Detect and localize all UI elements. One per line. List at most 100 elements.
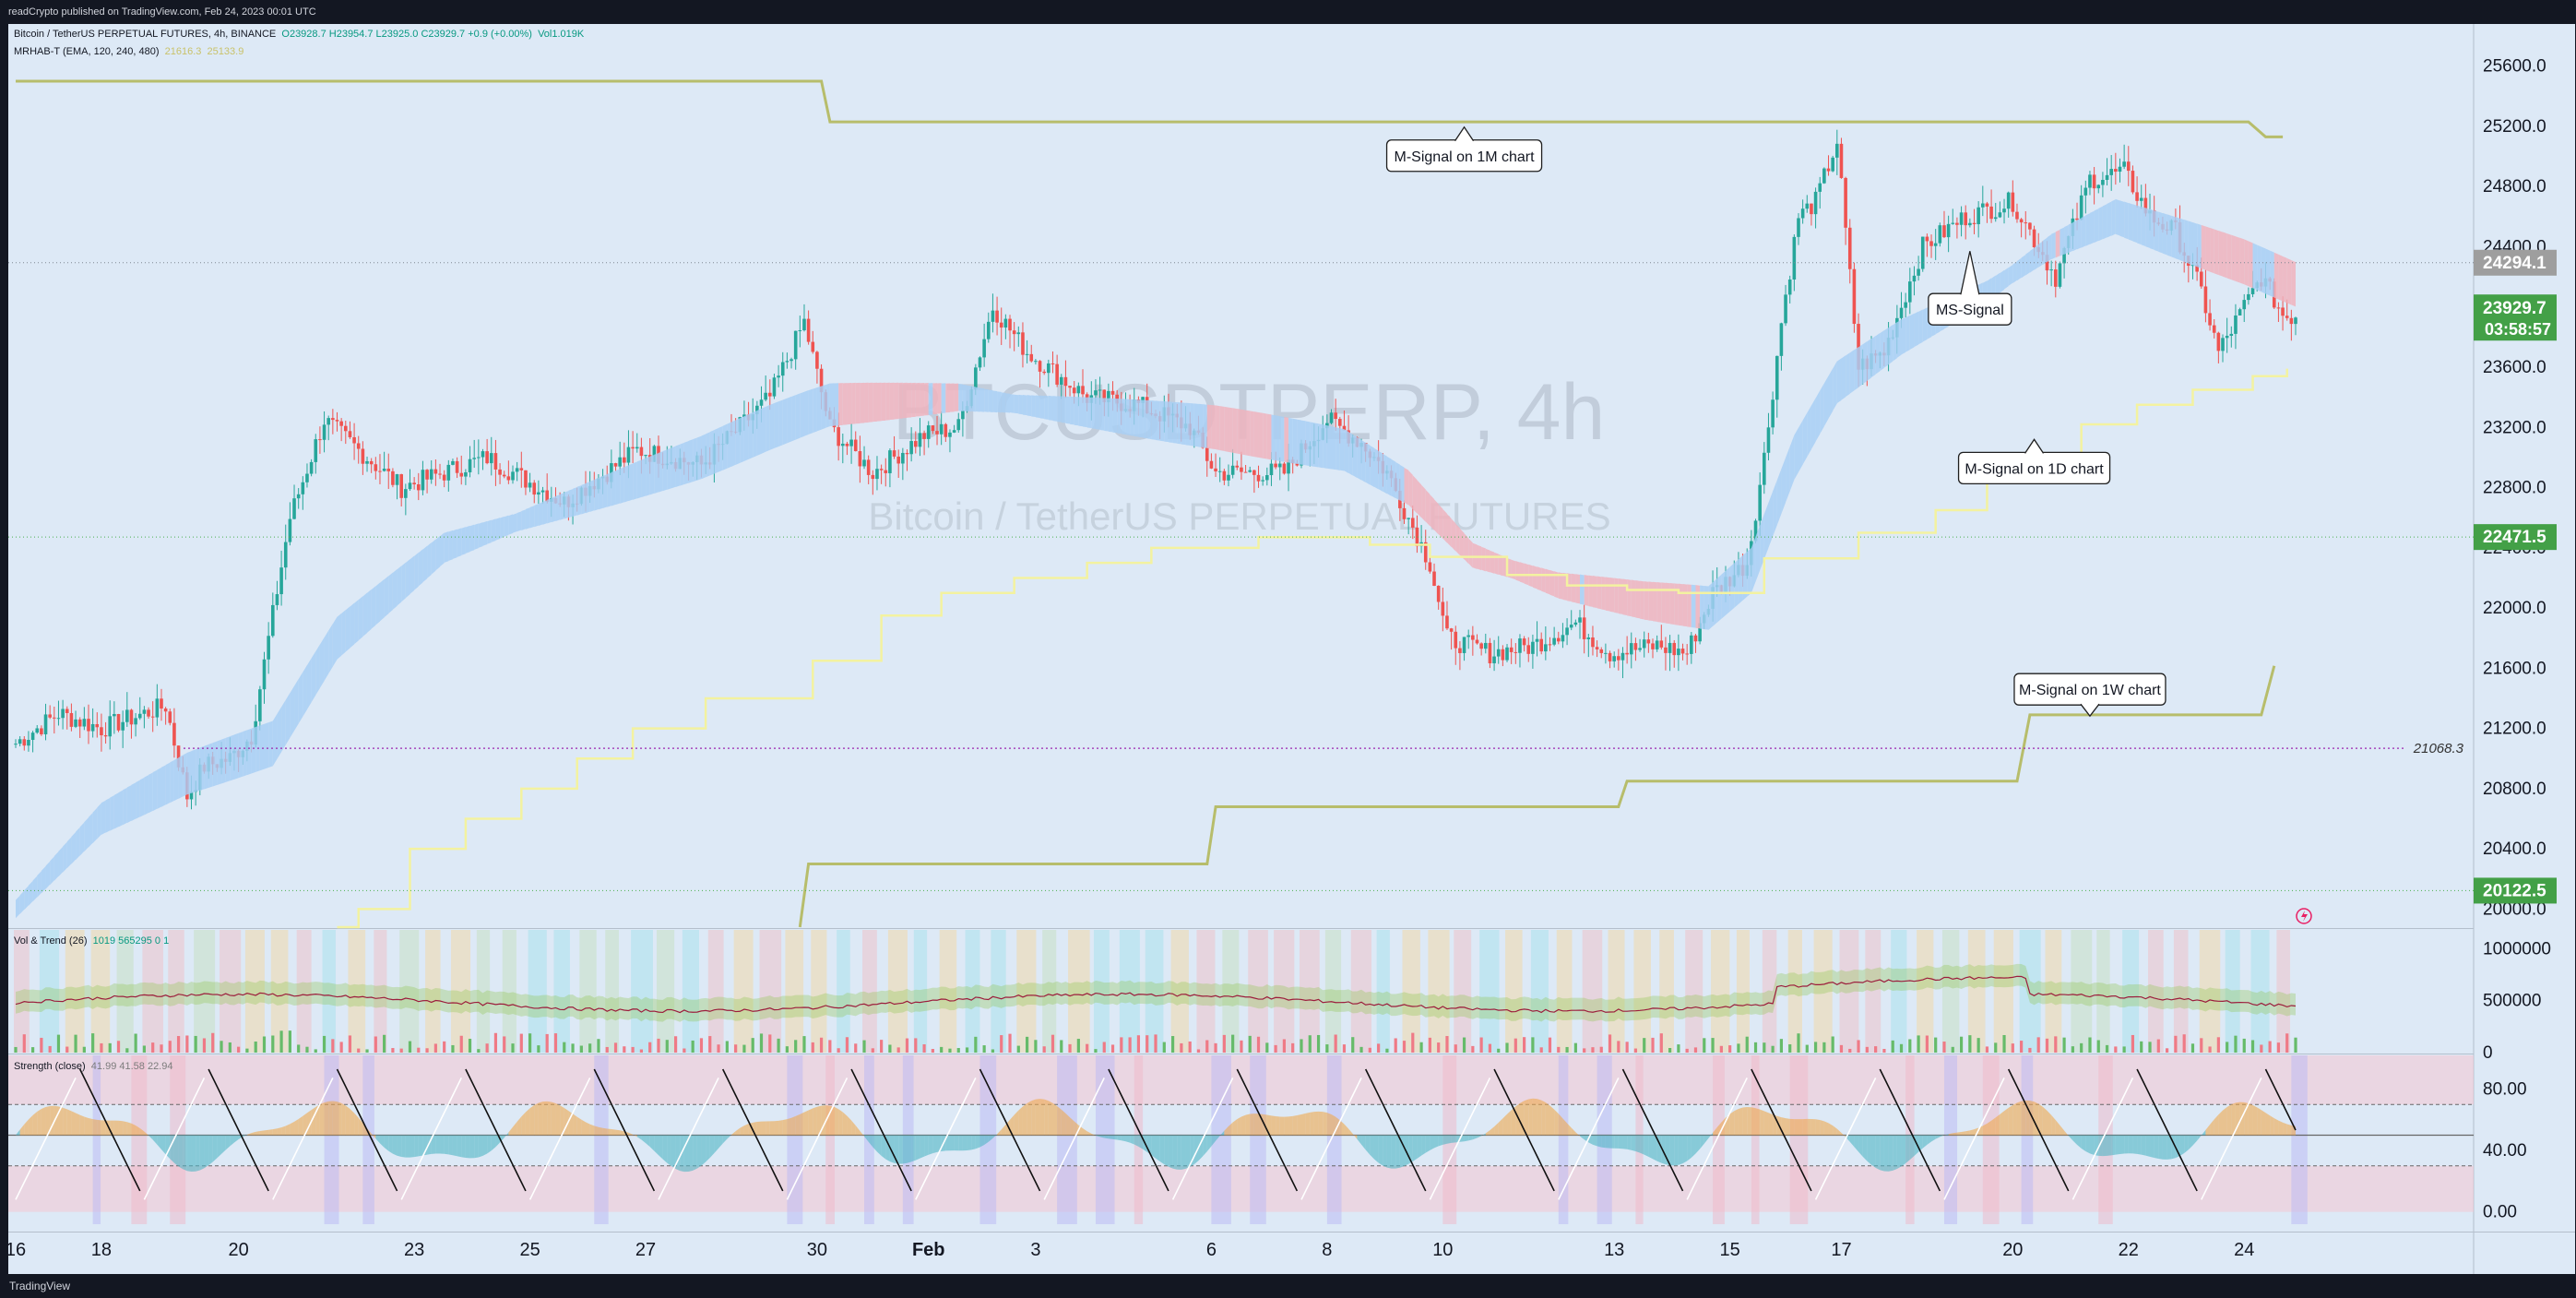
strength-fill	[1326, 1113, 1332, 1136]
ms-signal-segment	[1086, 397, 1092, 429]
candle-body	[35, 728, 40, 733]
ms-signal-segment	[1190, 403, 1194, 447]
ms-signal-segment	[1310, 422, 1314, 467]
strength-fill	[949, 1135, 955, 1151]
strength-fill	[461, 1135, 466, 1158]
ms-signal-segment	[598, 476, 603, 510]
vol-trend-bg-strip	[90, 930, 111, 1053]
ms-signal-segment	[1083, 397, 1087, 428]
candle-body	[1763, 452, 1766, 485]
ms-signal-segment	[1820, 383, 1824, 435]
ms-signal-segment	[847, 382, 852, 425]
strength-fill	[1644, 1135, 1649, 1157]
strength-fill	[658, 1135, 663, 1160]
candle-body	[768, 392, 772, 397]
candle-body	[1677, 649, 1680, 656]
ms-signal-segment	[345, 606, 350, 652]
ms-signal-segment	[1875, 333, 1881, 375]
candle-body	[275, 594, 279, 605]
ms-signal-segment	[1018, 394, 1023, 415]
ms-signal-segment	[1326, 425, 1332, 470]
volume-bar	[1831, 1036, 1834, 1053]
strength-fill	[1995, 1113, 2000, 1136]
volume-bar	[1565, 1046, 1569, 1053]
ms-signal-segment	[1635, 580, 1641, 619]
volume-bar	[1685, 1048, 1689, 1053]
ms-signal-segment	[405, 559, 410, 599]
strength-fill	[2150, 1135, 2155, 1159]
volume-bar	[1899, 1043, 1904, 1053]
time-tick: 22	[2119, 1240, 2139, 1260]
ms-signal-segment	[414, 552, 419, 590]
candle-body	[176, 745, 181, 768]
strength-fill	[534, 1102, 539, 1136]
vol-trend-bg-strip	[785, 930, 804, 1053]
ms-signal-segment	[594, 478, 599, 511]
strength-fill	[1485, 1130, 1490, 1136]
candle-body	[1509, 647, 1514, 652]
strength-fill	[851, 1120, 856, 1136]
volume-bar	[1248, 1035, 1252, 1053]
volume-bar	[2166, 1048, 2169, 1053]
strength-fill	[2021, 1100, 2026, 1136]
ms-signal-segment	[45, 861, 51, 889]
volume-bar	[1523, 1037, 1526, 1053]
candle-body	[780, 362, 785, 376]
strength-fill	[1931, 1135, 1936, 1142]
strength-fill	[1494, 1122, 1499, 1136]
ms-signal-segment	[662, 449, 668, 492]
candle-body	[991, 310, 995, 322]
candle-body	[2281, 307, 2285, 316]
candle-body	[1844, 177, 1847, 228]
candle-body	[43, 714, 48, 734]
candle-body	[1955, 222, 1959, 225]
ms-signal-segment	[1357, 437, 1362, 481]
volume-bar	[1693, 1047, 1698, 1053]
strength-fill	[144, 1131, 149, 1136]
ms-signal-segment	[1352, 435, 1358, 479]
strength-fill	[1318, 1111, 1324, 1136]
price-tick: 20800.0	[2483, 780, 2546, 799]
ms-signal-segment	[984, 388, 989, 412]
time-tick: 17	[1831, 1240, 1851, 1260]
ms-signal-segment	[911, 382, 916, 418]
strength-fill	[1250, 1113, 1254, 1136]
candle-body	[369, 460, 374, 465]
candle-body	[931, 425, 935, 432]
ms-signal-segment	[461, 527, 466, 555]
volume-bar	[2028, 1047, 2032, 1053]
vol-trend-bg-strip	[1505, 930, 1523, 1053]
volume-bar	[2122, 1046, 2126, 1053]
volume-bar	[1445, 1036, 1449, 1053]
ms-signal-segment	[225, 736, 231, 782]
candle-body	[1042, 371, 1046, 374]
strength-bg-strip	[1057, 1055, 1077, 1224]
strength-fill	[1305, 1112, 1311, 1136]
candle-body	[793, 330, 798, 360]
candle-body	[1243, 471, 1248, 473]
volume-bar	[408, 1041, 412, 1053]
tradingview-brand[interactable]: TradingView	[9, 1280, 71, 1292]
ms-signal-segment	[649, 454, 655, 495]
ms-signal-segment	[79, 822, 85, 856]
candle-body	[309, 461, 314, 474]
candle-body	[2199, 271, 2203, 287]
volume-bar	[2234, 1035, 2238, 1053]
strength-fill	[2060, 1125, 2065, 1136]
candle-body	[270, 604, 275, 637]
strength-fill	[954, 1135, 959, 1151]
strength-fill	[341, 1102, 346, 1136]
ms-signal-segment	[1404, 467, 1409, 506]
candle-body	[1591, 637, 1595, 648]
volume-bar	[1359, 1046, 1363, 1053]
candle-body	[1535, 638, 1539, 642]
ms-signal-segment	[2210, 227, 2214, 274]
time-tick: 6	[1206, 1240, 1217, 1260]
ms-signal-segment	[688, 439, 694, 483]
ms-signal-segment	[2029, 247, 2035, 273]
vol-trend-bg-strip	[1350, 930, 1371, 1053]
candle-body	[913, 441, 918, 447]
ms-signal-segment	[924, 383, 929, 416]
